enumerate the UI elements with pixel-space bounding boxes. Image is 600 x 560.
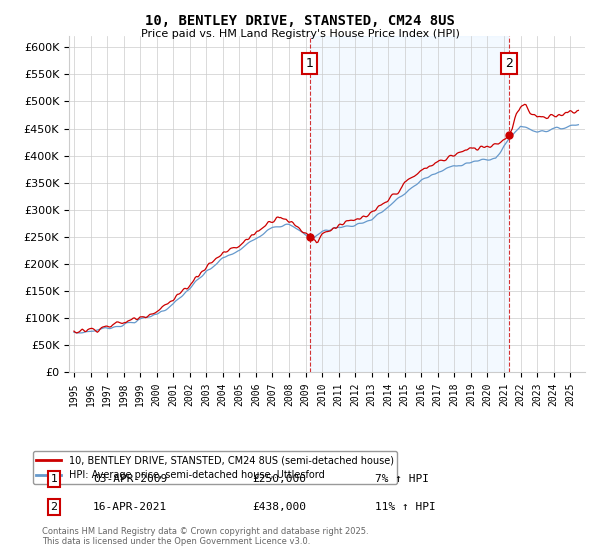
Text: 16-APR-2021: 16-APR-2021	[93, 502, 167, 512]
Text: £438,000: £438,000	[252, 502, 306, 512]
Text: 2: 2	[50, 502, 58, 512]
Text: £250,000: £250,000	[252, 474, 306, 484]
Legend: 10, BENTLEY DRIVE, STANSTED, CM24 8US (semi-detached house), HPI: Average price,: 10, BENTLEY DRIVE, STANSTED, CM24 8US (s…	[32, 451, 397, 484]
Text: 1: 1	[50, 474, 58, 484]
Text: Contains HM Land Registry data © Crown copyright and database right 2025.
This d: Contains HM Land Registry data © Crown c…	[42, 526, 368, 546]
Text: 11% ↑ HPI: 11% ↑ HPI	[375, 502, 436, 512]
Text: 1: 1	[305, 57, 314, 70]
Text: Price paid vs. HM Land Registry's House Price Index (HPI): Price paid vs. HM Land Registry's House …	[140, 29, 460, 39]
Text: 03-APR-2009: 03-APR-2009	[93, 474, 167, 484]
Text: 7% ↑ HPI: 7% ↑ HPI	[375, 474, 429, 484]
Text: 2: 2	[505, 57, 513, 70]
Text: 10, BENTLEY DRIVE, STANSTED, CM24 8US: 10, BENTLEY DRIVE, STANSTED, CM24 8US	[145, 14, 455, 28]
